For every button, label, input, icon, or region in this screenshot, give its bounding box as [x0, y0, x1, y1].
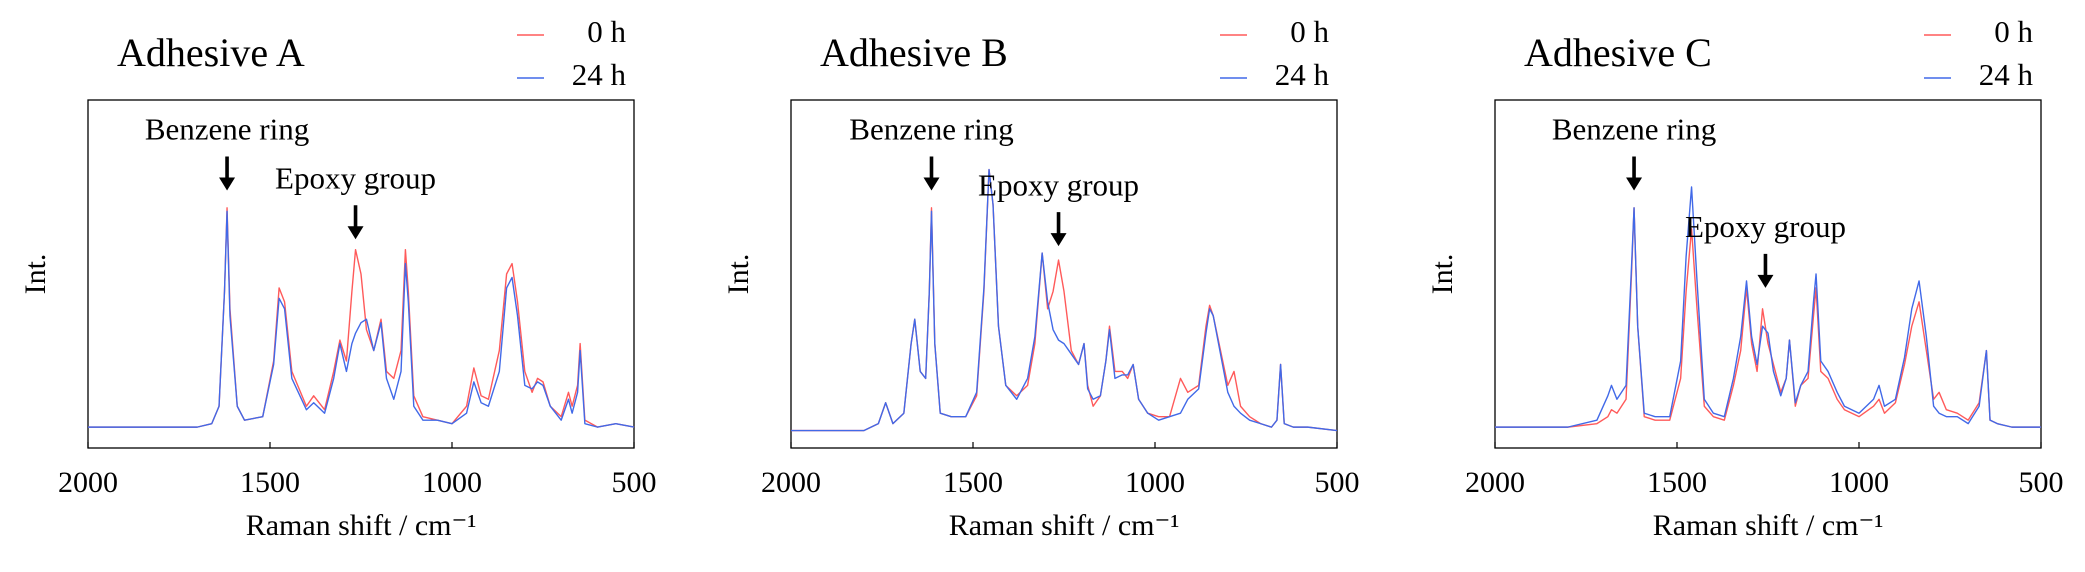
- legend-label: 0 h: [587, 14, 626, 49]
- legend-label: 0 h: [1290, 14, 1329, 49]
- chart-title: Adhesive B: [820, 30, 1008, 75]
- x-tick-label: 500: [1315, 466, 1360, 499]
- x-axis-label: Raman shift / cm⁻¹: [246, 509, 477, 542]
- annotation-label: Epoxy group: [275, 160, 436, 195]
- y-axis-label: Int.: [19, 254, 52, 295]
- x-tick-label: 500: [612, 466, 657, 499]
- legend-label: 24 h: [572, 57, 627, 92]
- chart-panel: 2000 1500 1000 500 Raman shift / cm⁻¹ Int. Adh…: [19, 14, 657, 542]
- plot-frame: [87, 99, 635, 449]
- legend-label: 24 h: [1275, 57, 1330, 92]
- spectrum-line: [1495, 186, 2041, 428]
- chart-panel: 2000 1500 1000 500 Raman shift / cm⁻¹ Int. Adh…: [722, 14, 1360, 542]
- annotation-arrow: [1757, 253, 1774, 288]
- x-tick-label: 1500: [1647, 466, 1707, 499]
- chart-title: Adhesive A: [117, 30, 305, 75]
- annotation-label: Benzene ring: [1552, 112, 1716, 147]
- annotation-label: Benzene ring: [849, 112, 1013, 147]
- annotation-arrow: [1050, 212, 1067, 247]
- spectrum-line: [88, 210, 635, 428]
- x-tick-label: 2000: [1465, 466, 1525, 499]
- x-tick-label: 2000: [58, 466, 118, 499]
- x-tick-label: 1500: [943, 466, 1003, 499]
- plot-frame: [1494, 99, 2042, 449]
- legend-label: 24 h: [1979, 57, 2034, 92]
- spectrum-line: [88, 207, 635, 428]
- annotation-arrow: [347, 205, 364, 240]
- legend-label: 0 h: [1994, 14, 2033, 49]
- x-tick-label: 1000: [422, 466, 482, 499]
- chart-panel: 2000 1500 1000 500 Raman shift / cm⁻¹ Int. Adh…: [1426, 14, 2064, 542]
- annotation-label: Epoxy group: [978, 167, 1139, 202]
- x-tick-label: 1500: [240, 466, 300, 499]
- spectrum-line: [791, 168, 1338, 432]
- x-axis-label: Raman shift / cm⁻¹: [1653, 509, 1884, 542]
- chart-title: Adhesive C: [1524, 30, 1712, 75]
- y-axis-label: Int.: [722, 254, 755, 295]
- x-tick-label: 500: [2019, 466, 2064, 499]
- y-axis-label: Int.: [1426, 254, 1459, 295]
- plot-frame: [790, 99, 1338, 449]
- x-tick-label: 1000: [1829, 466, 1889, 499]
- x-axis-label: Raman shift / cm⁻¹: [949, 509, 1180, 542]
- x-tick-label: 1000: [1125, 466, 1185, 499]
- x-tick-label: 2000: [761, 466, 821, 499]
- annotation-arrow: [219, 156, 236, 191]
- spectrum-line: [791, 168, 1338, 432]
- annotation-arrow: [923, 156, 940, 191]
- annotation-arrow: [1626, 156, 1643, 191]
- annotation-label: Epoxy group: [1685, 209, 1846, 244]
- annotation-label: Benzene ring: [145, 112, 309, 147]
